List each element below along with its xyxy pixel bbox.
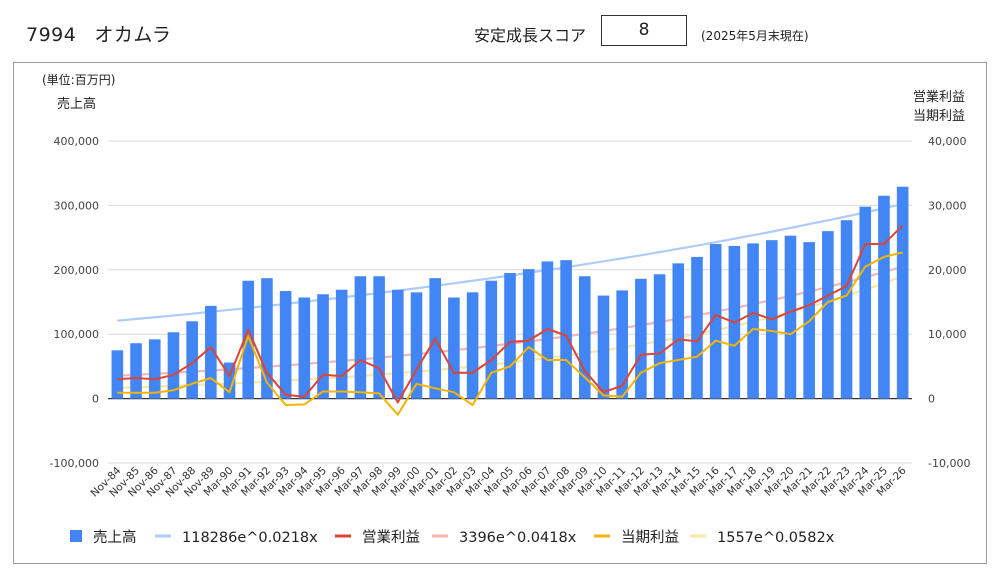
sales-bar	[560, 260, 572, 399]
y-right-tick-label: 40,000	[928, 135, 967, 148]
sales-bar	[896, 186, 909, 399]
sales-bar	[709, 244, 722, 399]
sales-bar	[691, 256, 703, 399]
sales-bar	[148, 339, 161, 399]
legend-swatch	[70, 530, 82, 542]
sales-bar	[466, 292, 479, 399]
sales-bar	[167, 332, 180, 399]
sales-bar	[317, 294, 329, 399]
sales-bar	[130, 343, 142, 399]
chart-frame	[13, 62, 987, 564]
sales-bar	[392, 289, 404, 399]
sales-bar	[354, 276, 367, 399]
sales-bar	[335, 289, 348, 399]
sales-bar	[747, 243, 759, 399]
profit-line	[117, 224, 904, 404]
sales-bar	[448, 297, 460, 399]
x-axis-labels: Nov-84Nov-85Nov-86Nov-87Nov-88Nov-89Mar-…	[89, 464, 909, 499]
sales-bar	[840, 220, 853, 399]
as-of-date: (2025年5月末現在)	[701, 29, 809, 43]
sales-bar	[616, 290, 628, 399]
sales-bar	[223, 362, 236, 399]
sales-bar	[111, 350, 124, 399]
sales-bar	[822, 231, 834, 399]
y-right-tick-label: 20,000	[928, 264, 967, 277]
profit-line	[117, 251, 903, 416]
company-header: 7994 オカムラ	[26, 20, 171, 47]
y-right-tick-label: 10,000	[928, 328, 967, 341]
sales-bar	[859, 206, 872, 399]
sales-bar	[653, 274, 666, 399]
sales-bar	[410, 292, 423, 399]
sales-bar	[522, 269, 535, 399]
axis-ticks: -100,000 -10,000 0 0 100,000 10,000 200,000 20,…	[50, 135, 971, 470]
right-axis-title-net: 当期利益	[913, 109, 965, 124]
sales-bar	[597, 295, 610, 399]
sales-bar	[373, 276, 385, 399]
sales-bar	[205, 305, 217, 399]
y-right-tick-label: 30,000	[928, 199, 967, 212]
y-left-tick-label: 200,000	[54, 264, 100, 277]
sales-bar	[279, 291, 292, 399]
sales-bar	[672, 263, 685, 399]
sales-bar	[485, 280, 498, 399]
legend-label: 118286e^0.0218x	[182, 530, 318, 546]
sales-bar	[784, 235, 797, 399]
sales-bar	[504, 273, 516, 399]
stability-score-value: 8	[601, 15, 687, 46]
legend-label: 当期利益	[621, 529, 679, 546]
left-axis-title: 売上高	[57, 96, 96, 112]
legend: 売上高 118286e^0.0218x 営業利益 3396e^0.0418x 当期利益 1…	[70, 529, 835, 546]
stock-code: 7994	[26, 24, 77, 46]
unit-label: (単位:百万円)	[42, 72, 115, 87]
gridlines	[108, 140, 912, 464]
sales-bar	[878, 195, 890, 399]
legend-label: 3396e^0.0418x	[459, 530, 577, 546]
profit-lines	[117, 224, 904, 416]
y-right-tick-label: -10,000	[928, 457, 970, 470]
sales-bar	[635, 278, 647, 399]
sales-bar	[261, 278, 273, 399]
stability-score-label: 安定成長スコア	[474, 26, 587, 45]
right-axis-title-operating: 営業利益	[913, 89, 965, 105]
y-right-tick-label: 0	[928, 393, 935, 406]
legend-label: 営業利益	[362, 529, 420, 546]
sales-bar	[242, 280, 255, 399]
y-left-tick-label: 400,000	[54, 135, 100, 148]
y-left-tick-label: 0	[92, 393, 99, 406]
sales-bar	[298, 297, 311, 399]
sales-bar	[578, 276, 591, 399]
y-left-tick-label: 100,000	[54, 328, 100, 341]
y-left-tick-label: 300,000	[54, 199, 100, 212]
legend-label: 1557e^0.0582x	[717, 530, 835, 546]
sales-bar	[186, 321, 198, 399]
legend-label: 売上高	[93, 529, 137, 546]
y-left-tick-label: -100,000	[50, 457, 99, 470]
company-name: オカムラ	[94, 24, 172, 46]
